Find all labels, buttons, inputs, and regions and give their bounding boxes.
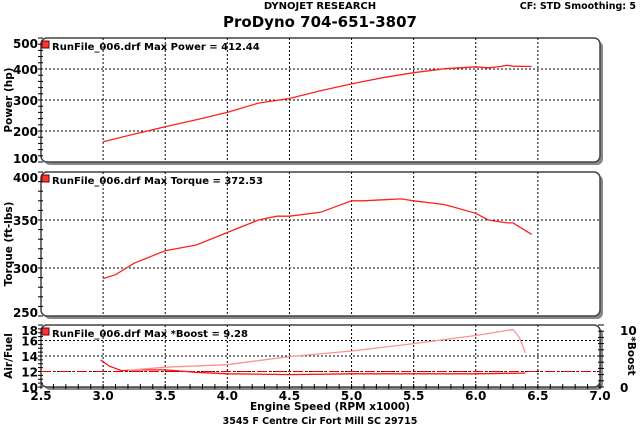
y-axis-label-torque: Torque (ft-lbs) (3, 202, 15, 287)
x-tick-label: 5.0 (341, 389, 362, 403)
company-title: DYNOJET RESEARCH (263, 1, 377, 12)
legend-swatch-afr (41, 327, 50, 336)
x-tick-label: 6.5 (527, 389, 548, 403)
series-line-boost (127, 328, 527, 371)
y-tick-label-afr: 10 (21, 381, 38, 395)
x-tick-label: 5.5 (403, 389, 424, 403)
settings-readout: CF: STD Smoothing: 5 (519, 1, 636, 12)
y-tick-label-torque: 350 (13, 214, 38, 228)
y2-tick-label: 0 (620, 381, 628, 395)
series-line-power (102, 64, 532, 143)
y-tick-label-power: 200 (13, 125, 38, 139)
panel-frame-power (40, 37, 601, 163)
series-line-airfuel (100, 359, 526, 376)
y-tick-label-afr: 12 (21, 366, 38, 380)
y-tick-label-afr: 14 (21, 350, 38, 364)
legend-swatch-torque (41, 174, 50, 183)
x-tick-label: 2.5 (30, 389, 51, 403)
x-axis-label: Engine Speed (RPM x1000) (250, 401, 410, 413)
chart-title: ProDyno 704-651-3807 (223, 13, 417, 31)
y-tick-label-power: 100 (13, 152, 38, 166)
x-tick-label: 3.5 (155, 389, 176, 403)
y2-tick-label: 10 (620, 324, 637, 338)
legend-label-afr: RunFile_006.drf Max *Boost = 9.28 (52, 329, 248, 340)
x-tick-label: 4.5 (279, 389, 300, 403)
y-tick-label-power: 300 (13, 94, 38, 108)
x-tick-label: 7.0 (589, 389, 610, 403)
y-tick-label-torque: 400 (13, 171, 38, 185)
legend-label-torque: RunFile_006.drf Max Torque = 372.53 (52, 176, 263, 187)
y-tick-label-torque: 300 (13, 262, 38, 276)
y-axis-label-power: Power (hp) (3, 67, 15, 132)
y2-axis-label: *Boost (625, 336, 637, 375)
x-tick-label: 6.0 (465, 389, 486, 403)
x-tick-label: 4.0 (217, 389, 238, 403)
x-tick-label: 3.0 (92, 389, 113, 403)
y-axis-label-afr: Air/Fuel (3, 333, 15, 379)
y-tick-label-afr: 16 (21, 335, 38, 349)
y-tick-label-power: 500 (13, 37, 38, 51)
panel-frame-torque (40, 171, 601, 317)
y-tick-label-power: 400 (13, 63, 38, 77)
y-tick-label-torque: 250 (13, 306, 38, 320)
footer-address: 3545 F Centre Cir Fort Mill SC 29715 (222, 416, 418, 427)
legend-swatch-power (41, 40, 50, 49)
y-tick-label-afr: 18 (21, 324, 38, 338)
legend-label-power: RunFile_006.drf Max Power = 412.44 (52, 42, 260, 53)
series-line-torque (102, 198, 533, 280)
